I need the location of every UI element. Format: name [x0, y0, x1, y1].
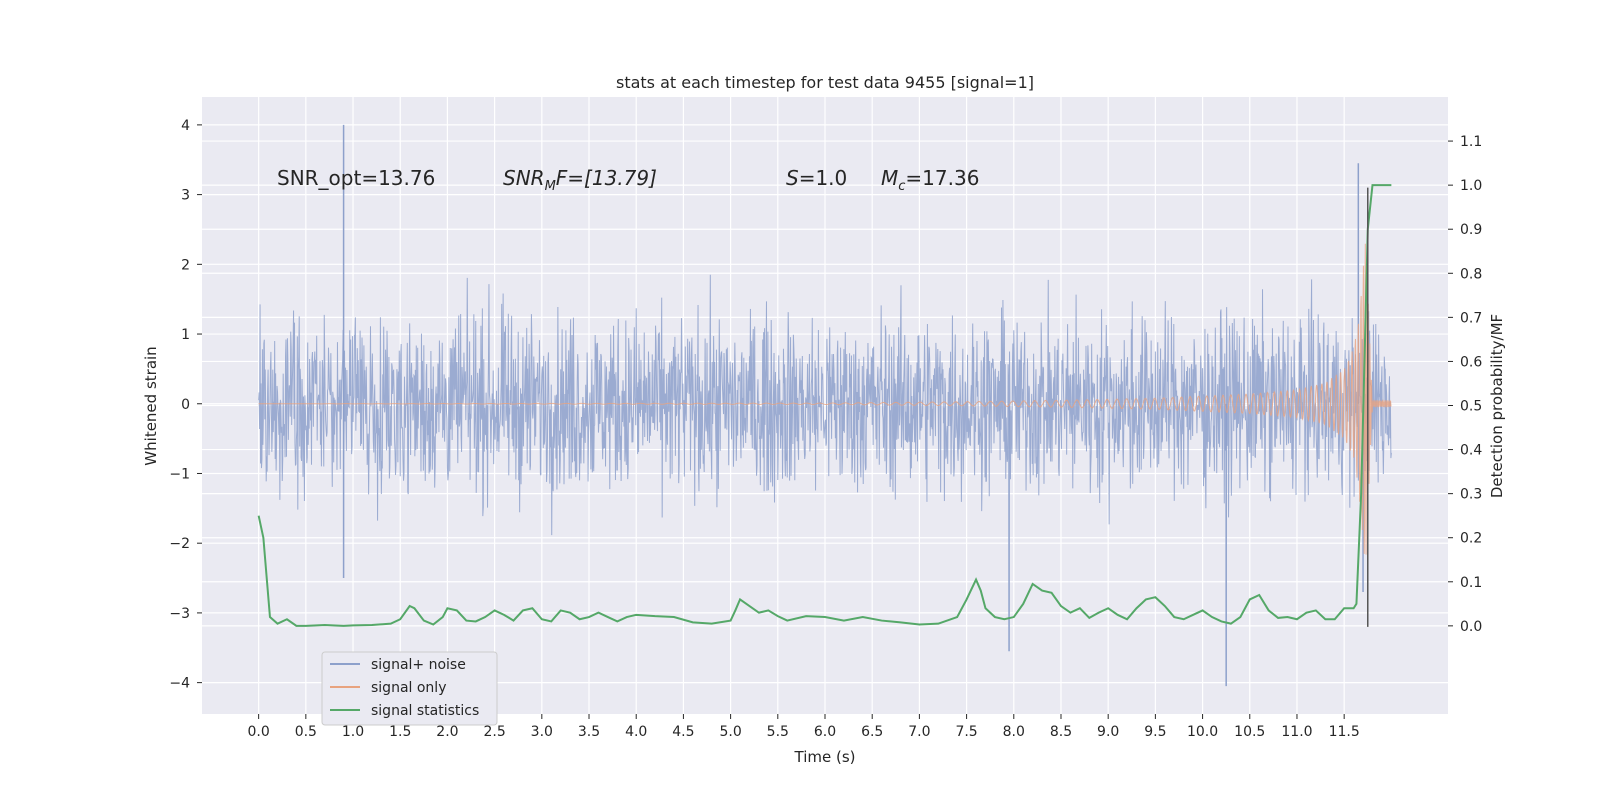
- x-tick-label: 4.5: [672, 724, 694, 740]
- y-right-tick-label: 0.2: [1460, 531, 1482, 547]
- x-tick-label: 9.0: [1097, 724, 1119, 740]
- x-tick-label: 7.5: [955, 724, 977, 740]
- legend-label-signal-statistics: signal statistics: [371, 703, 479, 719]
- x-tick-label: 1.5: [389, 724, 411, 740]
- x-tick-label: 11.5: [1329, 724, 1360, 740]
- y-right-tick-label: 0.3: [1460, 487, 1482, 503]
- y-right-tick-label: 0.4: [1460, 443, 1482, 459]
- x-tick-label: 5.0: [719, 724, 741, 740]
- signal-statistics-line: [257, 184, 1392, 627]
- x-tick-label: 2.5: [483, 724, 505, 740]
- x-tick-label: 0.0: [248, 724, 270, 740]
- annotation-snr-mf: SNRMF=[13.79]: [503, 166, 657, 194]
- signal-only-series: [258, 243, 1392, 555]
- y-left-tick-label: 2: [181, 257, 190, 273]
- y-right-tick-label: 1.0: [1460, 178, 1482, 194]
- legend-label-signal-only: signal only: [371, 680, 446, 696]
- y-right-tick-label: 0.8: [1460, 266, 1482, 282]
- y-right-tick-label: 0.0: [1460, 619, 1482, 635]
- x-tick-label: 10.5: [1234, 724, 1265, 740]
- x-tick-label: 2.0: [436, 724, 458, 740]
- x-tick-label: 3.0: [531, 724, 553, 740]
- signal-noise-series: [258, 124, 1392, 687]
- x-tick-label: 8.0: [1003, 724, 1025, 740]
- x-tick-label: 1.0: [342, 724, 364, 740]
- annotation-s: S=1.0: [786, 166, 847, 190]
- x-tick-label: 6.0: [814, 724, 836, 740]
- x-tick-label: 4.0: [625, 724, 647, 740]
- legend-label-signal-noise: signal+ noise: [371, 657, 466, 673]
- y-left-tick-label: −1: [169, 466, 190, 482]
- axis-ticks: 0.0 0.5 1.0 1.5 2.0 2.5 3.0 3.5 4.0 4.5 5.0 5.5 6.0 6…: [169, 118, 1482, 740]
- x-tick-label: 10.0: [1187, 724, 1218, 740]
- y-right-tick-label: 1.1: [1460, 134, 1482, 150]
- legend-box: [321, 651, 498, 726]
- y-axis-left-label: Whitened strain: [142, 346, 160, 465]
- x-tick-label: 6.5: [861, 724, 883, 740]
- y-left-tick-label: 3: [181, 188, 190, 204]
- y-left-tick-label: −4: [169, 676, 190, 692]
- legend: signal+ noise signal only signal statist…: [321, 651, 498, 726]
- x-tick-label: 9.5: [1144, 724, 1166, 740]
- signal-only-line: [258, 243, 1392, 555]
- y-left-tick-label: 4: [181, 118, 190, 134]
- signal-statistics-series: [257, 184, 1392, 627]
- chart-title: stats at each timestep for test data 945…: [616, 73, 1034, 92]
- y-left-tick-label: −2: [169, 536, 190, 552]
- y-right-tick-label: 0.6: [1460, 354, 1482, 370]
- y-right-tick-label: 0.5: [1460, 399, 1482, 415]
- signal-noise-line: [258, 274, 1392, 536]
- x-tick-label: 5.5: [767, 724, 789, 740]
- x-tick-label: 8.5: [1050, 724, 1072, 740]
- annotation-snr-opt: SNR_opt=13.76: [277, 166, 435, 190]
- annotation-mc: Mc=17.36: [881, 166, 979, 194]
- y-right-tick-label: 0.1: [1460, 575, 1482, 591]
- y-left-tick-label: 0: [181, 397, 190, 413]
- y-axis-right-label: Detection probability/MF: [1488, 314, 1506, 498]
- y-right-tick-label: 0.9: [1460, 222, 1482, 238]
- x-tick-label: 3.5: [578, 724, 600, 740]
- y-left-tick-label: −3: [169, 606, 190, 622]
- x-axis-label: Time (s): [794, 748, 856, 766]
- x-tick-label: 7.0: [908, 724, 930, 740]
- y-left-tick-label: 1: [181, 327, 190, 343]
- x-tick-label: 11.0: [1281, 724, 1312, 740]
- y-right-tick-label: 0.7: [1460, 310, 1482, 326]
- x-tick-label: 0.5: [295, 724, 317, 740]
